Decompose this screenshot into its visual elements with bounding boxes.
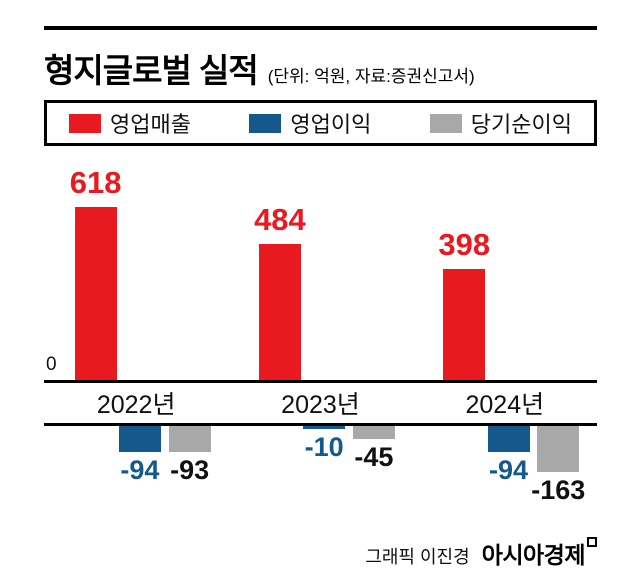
revenue-bar (258, 244, 301, 380)
negative-column: -10 -45 (228, 426, 412, 538)
operating-profit-bar (303, 426, 346, 429)
legend-item-operating-profit: 영업이익 (249, 107, 371, 139)
operating-profit-swatch (249, 113, 282, 133)
revenue-column: 618 (44, 162, 228, 380)
net-income-bar (537, 426, 580, 472)
net-income-value-label: -163 (531, 474, 586, 505)
graphic-credit: 그래픽 이진경 (365, 547, 470, 567)
x-axis-label: 2023년 (281, 391, 360, 419)
revenue-value-label: 484 (254, 202, 306, 238)
page-title: 형지글로벌 실적 (44, 52, 259, 89)
brand-logo-icon (587, 537, 597, 547)
legend-item-revenue: 영업매출 (69, 107, 191, 139)
bar-chart: 0 618 484 398 2022년 2023년 2024년 -94 -93 -10 -45… (44, 162, 597, 538)
operating-profit-bar (118, 426, 161, 453)
zero-axis-line (44, 380, 597, 383)
positive-bars-area: 0 618 484 398 (44, 162, 597, 380)
net-income-value-label: -45 (354, 441, 394, 472)
operating-profit-value-label: -94 (120, 455, 160, 486)
legend-label-net-income: 당기순이익 (470, 112, 572, 137)
operating-profit-bar (487, 426, 530, 453)
footer: 그래픽 이진경 아시아경제 (365, 536, 597, 570)
page-subtitle: (단위: 억원, 자료:증권신고서) (267, 67, 475, 86)
negative-column: -94 -93 (44, 426, 228, 538)
operating-profit-value-label: -10 (304, 431, 344, 462)
lower-axis-line (44, 423, 597, 426)
revenue-bar (443, 268, 486, 380)
x-axis-label: 2024년 (465, 391, 545, 419)
operating-profit-value-label: -94 (488, 455, 529, 486)
net-income-bar (168, 426, 211, 453)
revenue-bar (74, 206, 117, 380)
revenue-swatch (69, 113, 101, 133)
brand-name: 아시아경제 (481, 542, 586, 568)
title-row: 형지글로벌 실적 (단위: 억원, 자료:증권신고서) (44, 44, 597, 89)
chart-legend: 영업매출 영업이익 당기순이익 (44, 100, 597, 146)
x-axis-labels: 2022년 2023년 2024년 (44, 383, 597, 423)
negative-bars-area: -94 -93 -10 -45 -94 -163 (44, 426, 597, 538)
net-income-value-label: -93 (170, 455, 210, 486)
top-rule (44, 26, 597, 30)
revenue-column: 398 (413, 162, 597, 380)
zero-axis-label: 0 (46, 354, 57, 375)
x-axis-label: 2022년 (96, 391, 176, 419)
revenue-value-label: 398 (438, 226, 491, 262)
revenue-value-label: 618 (69, 164, 122, 200)
net-income-bar (352, 426, 395, 439)
negative-column: -94 -163 (413, 426, 597, 538)
legend-item-net-income: 당기순이익 (429, 107, 572, 139)
legend-label-operating-profit: 영업이익 (290, 112, 372, 137)
net-income-swatch (429, 113, 462, 133)
brand-wrap: 아시아경제 (482, 536, 597, 570)
revenue-column: 484 (228, 162, 412, 380)
legend-label-revenue: 영업매출 (110, 112, 191, 137)
